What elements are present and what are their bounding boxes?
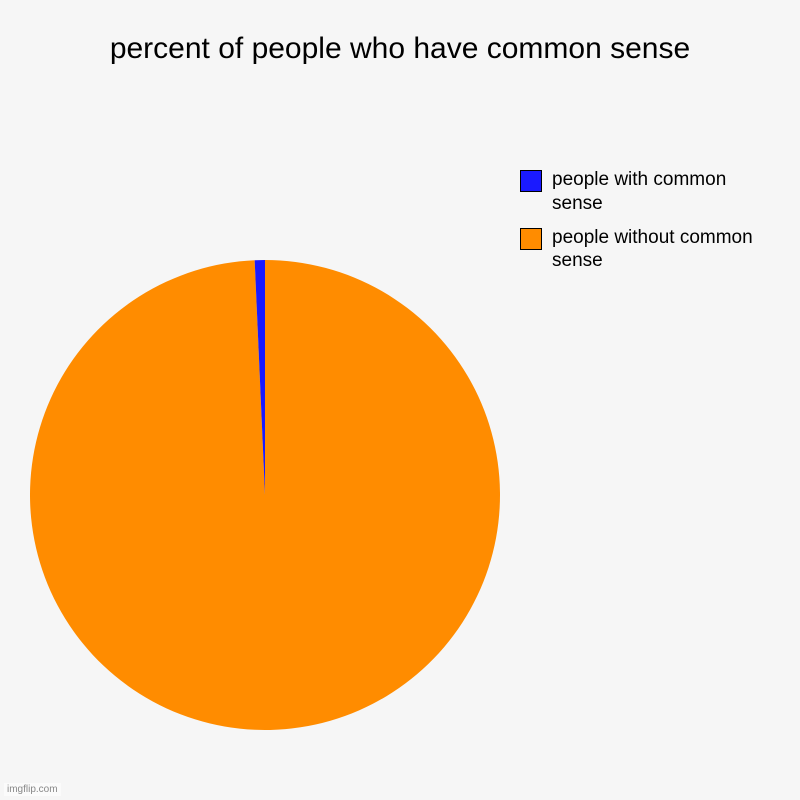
legend-label: people with common sense bbox=[552, 168, 762, 216]
chart-canvas: percent of people who have common sense … bbox=[0, 0, 800, 800]
legend-item: people without common sense bbox=[520, 226, 762, 274]
legend-swatch-1 bbox=[520, 228, 542, 250]
pie-svg bbox=[30, 260, 500, 730]
pie-chart bbox=[30, 260, 500, 735]
legend: people with common sense people without … bbox=[520, 168, 762, 283]
legend-item: people with common sense bbox=[520, 168, 762, 216]
legend-label: people without common sense bbox=[552, 226, 762, 274]
legend-swatch-0 bbox=[520, 170, 542, 192]
watermark: imgflip.com bbox=[4, 783, 61, 796]
chart-title: percent of people who have common sense bbox=[0, 32, 800, 66]
